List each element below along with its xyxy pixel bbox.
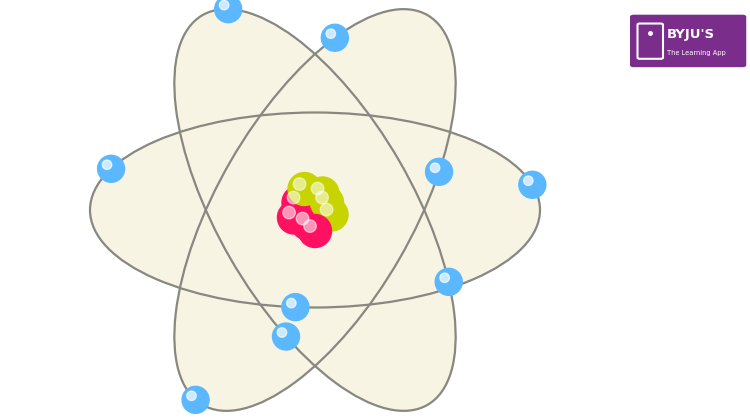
FancyBboxPatch shape bbox=[638, 24, 663, 59]
Circle shape bbox=[286, 298, 296, 308]
Circle shape bbox=[311, 182, 324, 195]
FancyBboxPatch shape bbox=[630, 15, 746, 67]
Circle shape bbox=[291, 207, 324, 240]
Circle shape bbox=[187, 391, 196, 401]
Circle shape bbox=[287, 191, 300, 204]
Circle shape bbox=[102, 160, 112, 169]
Circle shape bbox=[435, 268, 462, 295]
Circle shape bbox=[278, 328, 286, 337]
Circle shape bbox=[440, 273, 449, 283]
Circle shape bbox=[524, 176, 533, 186]
Circle shape bbox=[220, 0, 229, 10]
Circle shape bbox=[182, 386, 209, 413]
Circle shape bbox=[320, 203, 333, 216]
Circle shape bbox=[296, 212, 309, 225]
Circle shape bbox=[430, 163, 439, 173]
Circle shape bbox=[98, 155, 124, 182]
Text: The Learning App: The Learning App bbox=[667, 50, 725, 55]
Circle shape bbox=[298, 215, 332, 247]
Circle shape bbox=[272, 323, 299, 350]
Circle shape bbox=[214, 0, 242, 23]
Circle shape bbox=[288, 173, 321, 205]
Circle shape bbox=[282, 294, 309, 320]
Circle shape bbox=[293, 178, 306, 190]
Circle shape bbox=[425, 158, 452, 185]
Text: BYJU'S: BYJU'S bbox=[667, 29, 715, 41]
Circle shape bbox=[283, 206, 296, 219]
Circle shape bbox=[278, 201, 310, 234]
Ellipse shape bbox=[174, 9, 456, 411]
Circle shape bbox=[519, 171, 546, 198]
Circle shape bbox=[326, 29, 335, 38]
Ellipse shape bbox=[174, 9, 456, 411]
Circle shape bbox=[282, 186, 315, 219]
Circle shape bbox=[310, 186, 344, 219]
Circle shape bbox=[315, 198, 348, 231]
Circle shape bbox=[316, 191, 328, 204]
Circle shape bbox=[304, 220, 316, 232]
Circle shape bbox=[321, 24, 348, 51]
Ellipse shape bbox=[90, 113, 540, 307]
Circle shape bbox=[306, 177, 339, 210]
